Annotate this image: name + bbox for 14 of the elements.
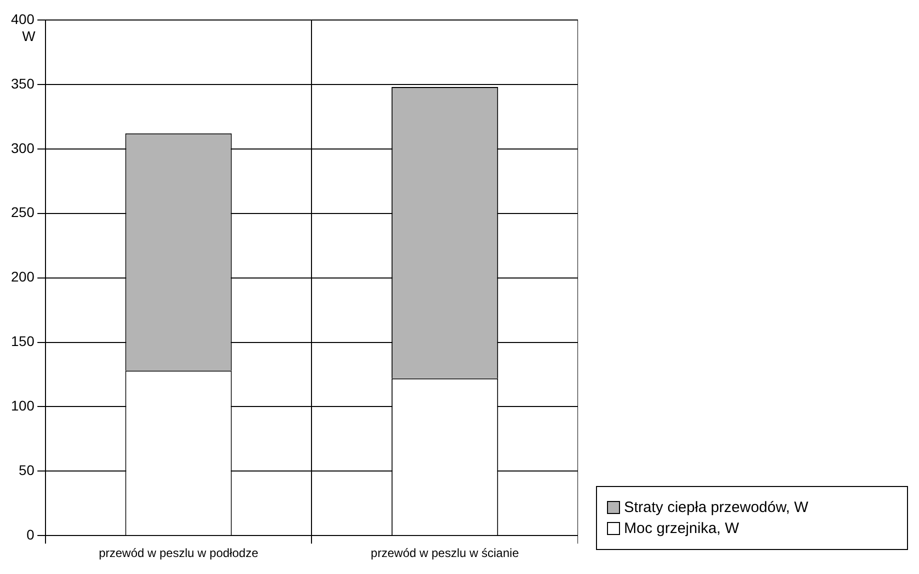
- legend-label: Straty ciepła przewodów, W: [624, 499, 808, 516]
- y-tick-label: 100: [11, 398, 35, 414]
- y-tick-label: 200: [11, 268, 35, 285]
- y-tick-label: 350: [11, 75, 35, 92]
- x-tick-label: przewód w peszlu w podłodze: [98, 546, 259, 560]
- y-axis-title: W: [22, 28, 36, 44]
- y-tick-label: 300: [11, 140, 35, 156]
- y-tick-label: 0: [26, 526, 35, 542]
- x-tick-label: przewód w peszlu w ścianie: [370, 546, 520, 560]
- y-tick-label: 400: [11, 10, 35, 27]
- text: Moc grzejnika, W: [624, 520, 740, 537]
- y-tick-label: 50: [18, 462, 35, 478]
- y-tick-label: 250: [11, 204, 35, 220]
- y-tick-label: 150: [11, 333, 35, 350]
